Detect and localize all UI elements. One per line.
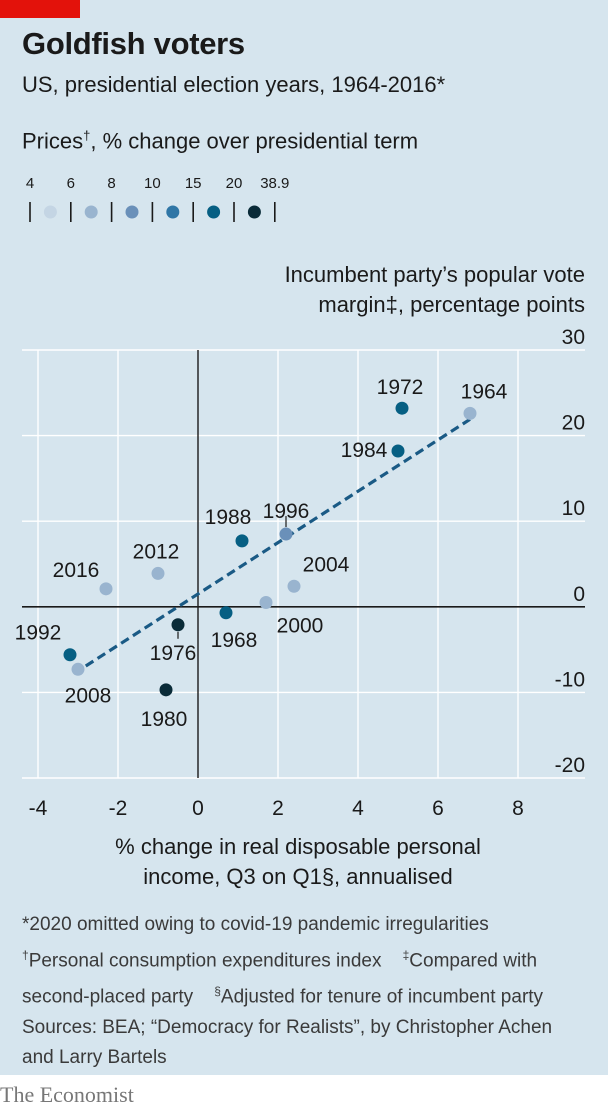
x-tick-label: 4 (352, 797, 364, 820)
y-tick-label: 0 (573, 583, 585, 606)
point-2004 (287, 579, 301, 593)
point-label-1980: 1980 (141, 708, 188, 731)
brand-logo: The Economist (0, 1082, 134, 1107)
chart-title: Goldfish voters (22, 26, 245, 61)
x-tick-label: -4 (29, 797, 48, 820)
y-axis-title-line-2: margin‡, percentage points (318, 292, 585, 317)
point-2000 (259, 596, 273, 610)
x-axis-title: % change in real disposable personal inco… (115, 834, 481, 889)
point-label-1972: 1972 (377, 376, 424, 399)
y-tick-label: 10 (562, 497, 585, 520)
y-axis-title: Incumbent party’s popular vote margin‡, p… (285, 262, 585, 317)
brand-red-tab (0, 0, 80, 18)
point-2012 (151, 566, 165, 580)
legend-break-label: 15 (185, 175, 202, 192)
x-axis-title-line-2: income, Q3 on Q1§, annualised (143, 864, 452, 889)
point-1980 (159, 683, 173, 697)
legend-swatch (247, 205, 261, 219)
point-1988 (235, 534, 249, 548)
legend-break-label: 6 (67, 175, 75, 192)
x-tick-label: 0 (192, 797, 204, 820)
point-1968 (219, 606, 233, 620)
point-label-1964: 1964 (461, 380, 508, 403)
point-label-2012: 2012 (133, 540, 180, 563)
legend-break-label: 8 (107, 175, 115, 192)
point-1992 (63, 648, 77, 662)
data-points: 1964 1968 1972 1976 1980 1984 1988 1992 1996 2000… (15, 376, 508, 731)
footnote-sources: Sources: BEA; “Democracy for Realists”, … (22, 1016, 553, 1038)
point-label-2016: 2016 (53, 559, 100, 582)
footnotes: *2020 omitted owing to covid-19 pandemic… (22, 910, 592, 1073)
point-label-1968: 1968 (211, 629, 258, 652)
legend-swatch (166, 205, 180, 219)
trendline-dashed (73, 417, 471, 675)
point-1976 (171, 618, 185, 632)
footnote-2: †Personal consumption expenditures index… (22, 948, 538, 972)
point-1972 (395, 401, 409, 415)
x-tick-labels: -4 -2 0 2 4 6 8 (29, 797, 524, 820)
point-label-2000: 2000 (277, 615, 324, 638)
brand-bar (0, 1075, 608, 1111)
point-1996 (279, 527, 293, 541)
x-tick-label: 8 (512, 797, 524, 820)
legend-swatch (125, 205, 139, 219)
point-label-2004: 2004 (303, 553, 350, 576)
legend-title: Prices†, % change over presidential term (22, 128, 419, 154)
point-2008 (71, 662, 85, 676)
point-label-1992: 1992 (15, 622, 62, 645)
gridlines (22, 349, 585, 779)
y-tick-label: -20 (555, 754, 585, 777)
legend-break-label: 38.9 (260, 175, 289, 192)
chart-subtitle: US, presidential election years, 1964-20… (22, 72, 446, 97)
x-tick-label: 6 (432, 797, 444, 820)
point-label-1976: 1976 (150, 642, 197, 665)
legend-scale: 4 6 8 10 15 20 38.9 (26, 175, 289, 222)
point-label-1996: 1996 (263, 500, 310, 523)
legend-swatch (207, 205, 221, 219)
point-2016 (99, 582, 113, 596)
point-label-2008: 2008 (65, 684, 112, 707)
y-tick-label: -10 (555, 668, 585, 691)
x-tick-label: -2 (109, 797, 128, 820)
y-tick-label: 20 (562, 412, 585, 435)
footnote-1: *2020 omitted owing to covid-19 pandemic… (22, 914, 489, 935)
y-tick-label: 30 (562, 326, 585, 349)
point-1964 (463, 406, 477, 420)
legend-break-label: 10 (144, 175, 161, 192)
legend-break-label: 4 (26, 175, 34, 192)
trendline (73, 417, 471, 675)
point-1984 (391, 444, 405, 458)
x-tick-label: 2 (272, 797, 284, 820)
point-label-1984: 1984 (341, 439, 388, 462)
y-tick-labels: 30 20 10 0 -10 -20 (555, 326, 585, 777)
footnote-3: second-placed party §Adjusted for tenure… (22, 984, 544, 1008)
point-label-1988: 1988 (205, 506, 252, 529)
legend-break-label: 20 (226, 175, 243, 192)
y-axis-title-line-1: Incumbent party’s popular vote (285, 262, 585, 287)
legend-swatch (84, 205, 98, 219)
footnote-sources-cont: and Larry Bartels (22, 1046, 167, 1068)
axes (22, 350, 585, 778)
x-axis-title-line-1: % change in real disposable personal (115, 834, 481, 859)
legend-swatch (43, 205, 57, 219)
